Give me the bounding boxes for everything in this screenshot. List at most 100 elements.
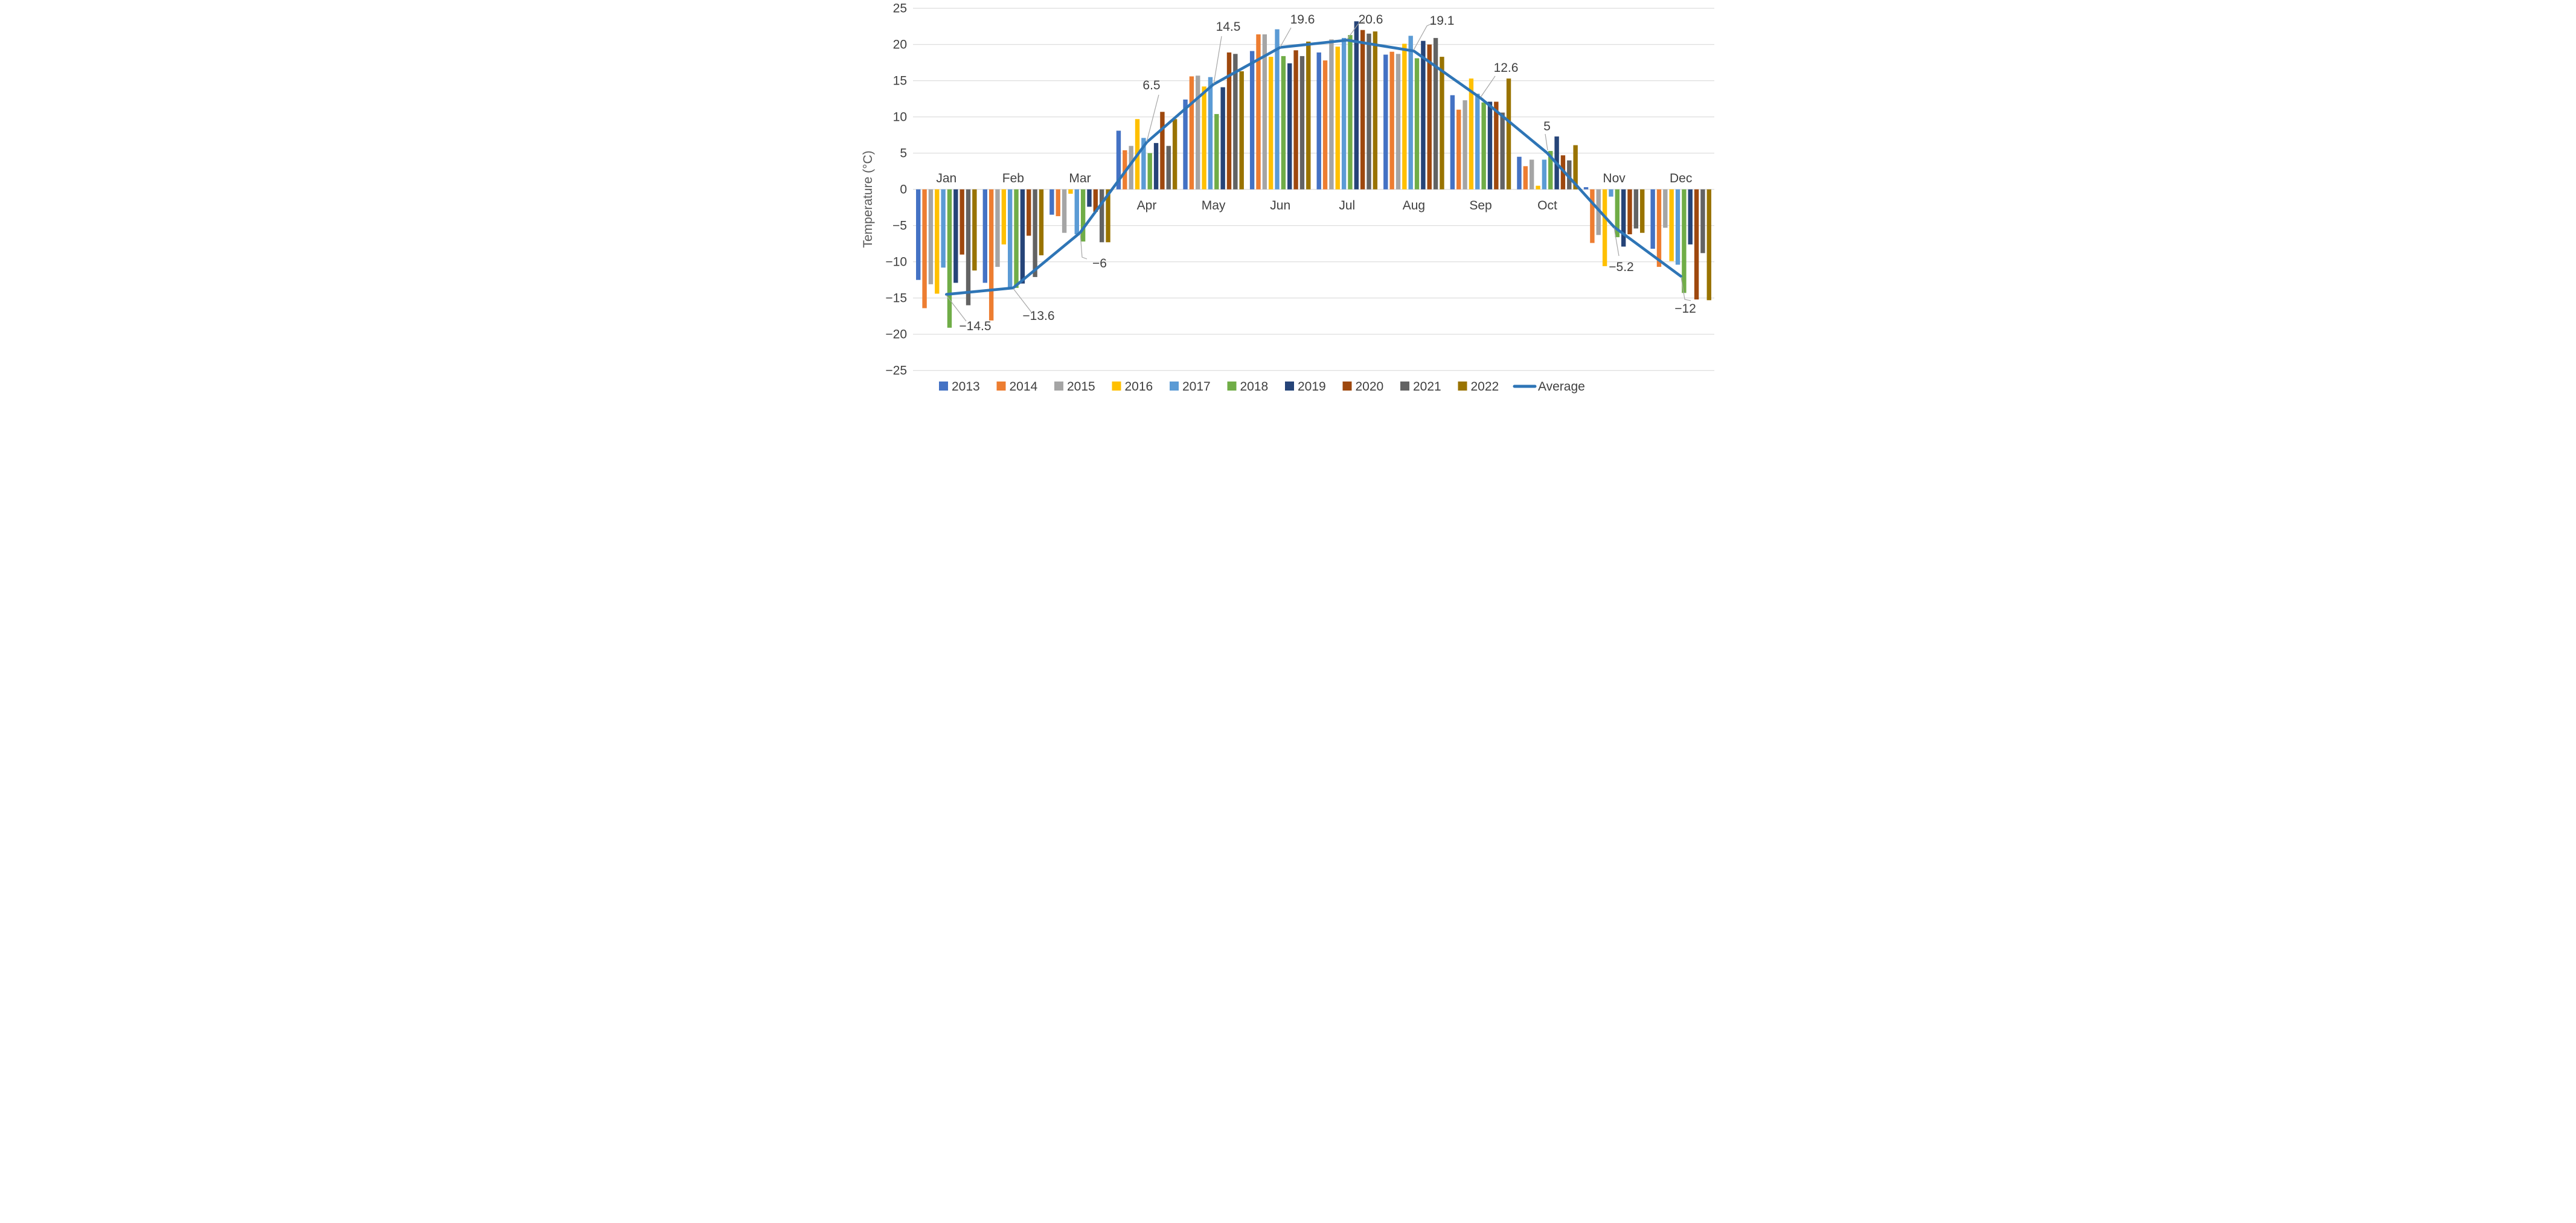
leader-line-Apr xyxy=(1146,94,1159,142)
y-tick-label: −15 xyxy=(885,292,907,305)
legend-item-2014: 2014 xyxy=(996,380,1038,394)
legend: 2013 2014 2015 2016 2017 2018 2019 2020 2021 2022… xyxy=(939,380,1585,394)
bar-2014-Oct xyxy=(1523,166,1528,190)
bar-2014-Dec xyxy=(1656,189,1662,267)
page: 25 20 15 10 5 0 −5 −10 −15 −20 −25 Temperature (°C… xyxy=(859,0,1717,407)
bar-2015-Oct xyxy=(1529,159,1534,190)
month-label-Mar: Mar xyxy=(1069,171,1091,185)
bar-2016-Feb xyxy=(1001,189,1007,244)
bar-2022-Sep xyxy=(1506,78,1511,190)
legend-swatch-2016 xyxy=(1112,382,1121,391)
bar-2021-Jul xyxy=(1366,33,1371,190)
bar-2013-Jul xyxy=(1316,52,1321,190)
bar-2022-Apr xyxy=(1172,119,1177,190)
bar-2019-Sep xyxy=(1487,101,1493,190)
month-label-Jan: Jan xyxy=(936,171,956,185)
bar-2014-Jan xyxy=(922,189,927,308)
bar-2019-Mar xyxy=(1087,189,1092,207)
bar-2016-Jun xyxy=(1268,57,1274,190)
bar-series-2022 xyxy=(972,31,1711,301)
leader-line-Feb xyxy=(1013,288,1032,313)
leader-line-Mar xyxy=(1080,233,1088,260)
legend-swatch-2022 xyxy=(1458,382,1467,391)
x-axis-month-labels: Jan Feb Mar Apr May Jun Jul Aug Sep Oct Nov Dec xyxy=(936,171,1692,212)
month-label-Feb: Feb xyxy=(1002,171,1024,185)
bar-2022-Oct xyxy=(1573,145,1578,190)
bar-2016-Nov xyxy=(1602,189,1607,266)
bar-2019-Jan xyxy=(953,189,958,283)
legend-label-2018: 2018 xyxy=(1240,380,1269,394)
bar-2021-Aug xyxy=(1433,37,1438,190)
y-tick-label: 20 xyxy=(893,38,907,52)
bar-2019-Jul xyxy=(1354,21,1359,190)
bar-2013-Jan xyxy=(916,189,921,280)
bar-2014-Sep xyxy=(1456,109,1461,190)
legend-item-2021: 2021 xyxy=(1400,380,1441,394)
bar-2021-Jun xyxy=(1299,56,1305,190)
bar-2020-Feb xyxy=(1027,189,1031,236)
month-label-Aug: Aug xyxy=(1403,199,1425,212)
bar-2017-Jun xyxy=(1275,29,1280,190)
data-label-Feb: −13.6 xyxy=(1022,309,1054,323)
bar-2018-Dec xyxy=(1682,189,1687,293)
month-label-Jul: Jul xyxy=(1339,199,1355,212)
y-tick-label: 25 xyxy=(893,2,907,16)
bar-series-2013 xyxy=(916,51,1655,283)
bar-2014-Jun xyxy=(1256,34,1261,190)
bar-series-groups xyxy=(916,21,1711,328)
bar-2017-Feb xyxy=(1008,189,1013,287)
bar-2015-Jul xyxy=(1329,39,1334,190)
bar-2016-Mar xyxy=(1068,189,1073,194)
bar-2014-Mar xyxy=(1056,189,1060,217)
legend-swatch-2015 xyxy=(1054,382,1063,391)
bar-2014-May xyxy=(1189,76,1194,190)
data-label-Jul: 20.6 xyxy=(1359,13,1383,27)
month-label-Oct: Oct xyxy=(1537,199,1557,212)
bar-2021-Apr xyxy=(1166,145,1171,190)
gridlines xyxy=(913,8,1714,371)
leader-line-Aug xyxy=(1413,22,1434,51)
bar-2017-Sep xyxy=(1475,94,1480,190)
legend-label-2016: 2016 xyxy=(1125,380,1153,394)
bar-2018-Sep xyxy=(1481,102,1486,190)
bar-2018-Feb xyxy=(1014,189,1019,288)
month-label-Jun: Jun xyxy=(1270,199,1290,212)
month-label-Apr: Apr xyxy=(1137,199,1157,212)
bar-2021-Nov xyxy=(1633,189,1639,229)
bar-2014-Feb xyxy=(988,189,994,321)
bar-2019-Dec xyxy=(1688,189,1693,244)
bar-2021-Dec xyxy=(1700,189,1705,254)
data-label-Dec: −12 xyxy=(1674,302,1696,316)
leader-line-Jan xyxy=(946,295,967,322)
bar-2015-Aug xyxy=(1395,54,1401,190)
bar-2020-Jan xyxy=(960,189,964,255)
legend-label-2019: 2019 xyxy=(1298,380,1326,394)
bar-2014-Nov xyxy=(1590,189,1595,243)
legend-item-2016: 2016 xyxy=(1112,380,1153,394)
bar-2013-Apr xyxy=(1116,130,1121,190)
bar-2013-Oct xyxy=(1517,156,1522,190)
leader-line-May xyxy=(1213,36,1222,85)
bar-2021-Mar xyxy=(1099,189,1104,243)
data-label-Aug: 19.1 xyxy=(1430,14,1455,28)
bar-2013-May xyxy=(1183,99,1188,190)
y-tick-label: 5 xyxy=(900,147,907,161)
bar-2020-May xyxy=(1226,52,1232,190)
y-tick-label: −5 xyxy=(892,219,907,233)
bar-2017-May xyxy=(1208,77,1213,190)
legend-item-2015: 2015 xyxy=(1054,380,1095,394)
bar-2022-Aug xyxy=(1440,57,1444,190)
bar-2022-Feb xyxy=(1039,189,1044,255)
bar-2016-Jul xyxy=(1335,46,1340,190)
legend-label-2017: 2017 xyxy=(1182,380,1211,394)
bar-2018-Jan xyxy=(947,189,952,328)
legend-item-2018: 2018 xyxy=(1227,380,1269,394)
bar-2013-Sep xyxy=(1450,95,1455,190)
bar-2021-Jan xyxy=(966,189,971,305)
data-label-Mar: −6 xyxy=(1092,257,1107,270)
legend-label-2014: 2014 xyxy=(1010,380,1038,394)
legend-label-average: Average xyxy=(1538,380,1585,394)
legend-label-2020: 2020 xyxy=(1356,380,1384,394)
bar-2021-Feb xyxy=(1033,189,1037,277)
y-tick-label: 10 xyxy=(893,110,907,124)
